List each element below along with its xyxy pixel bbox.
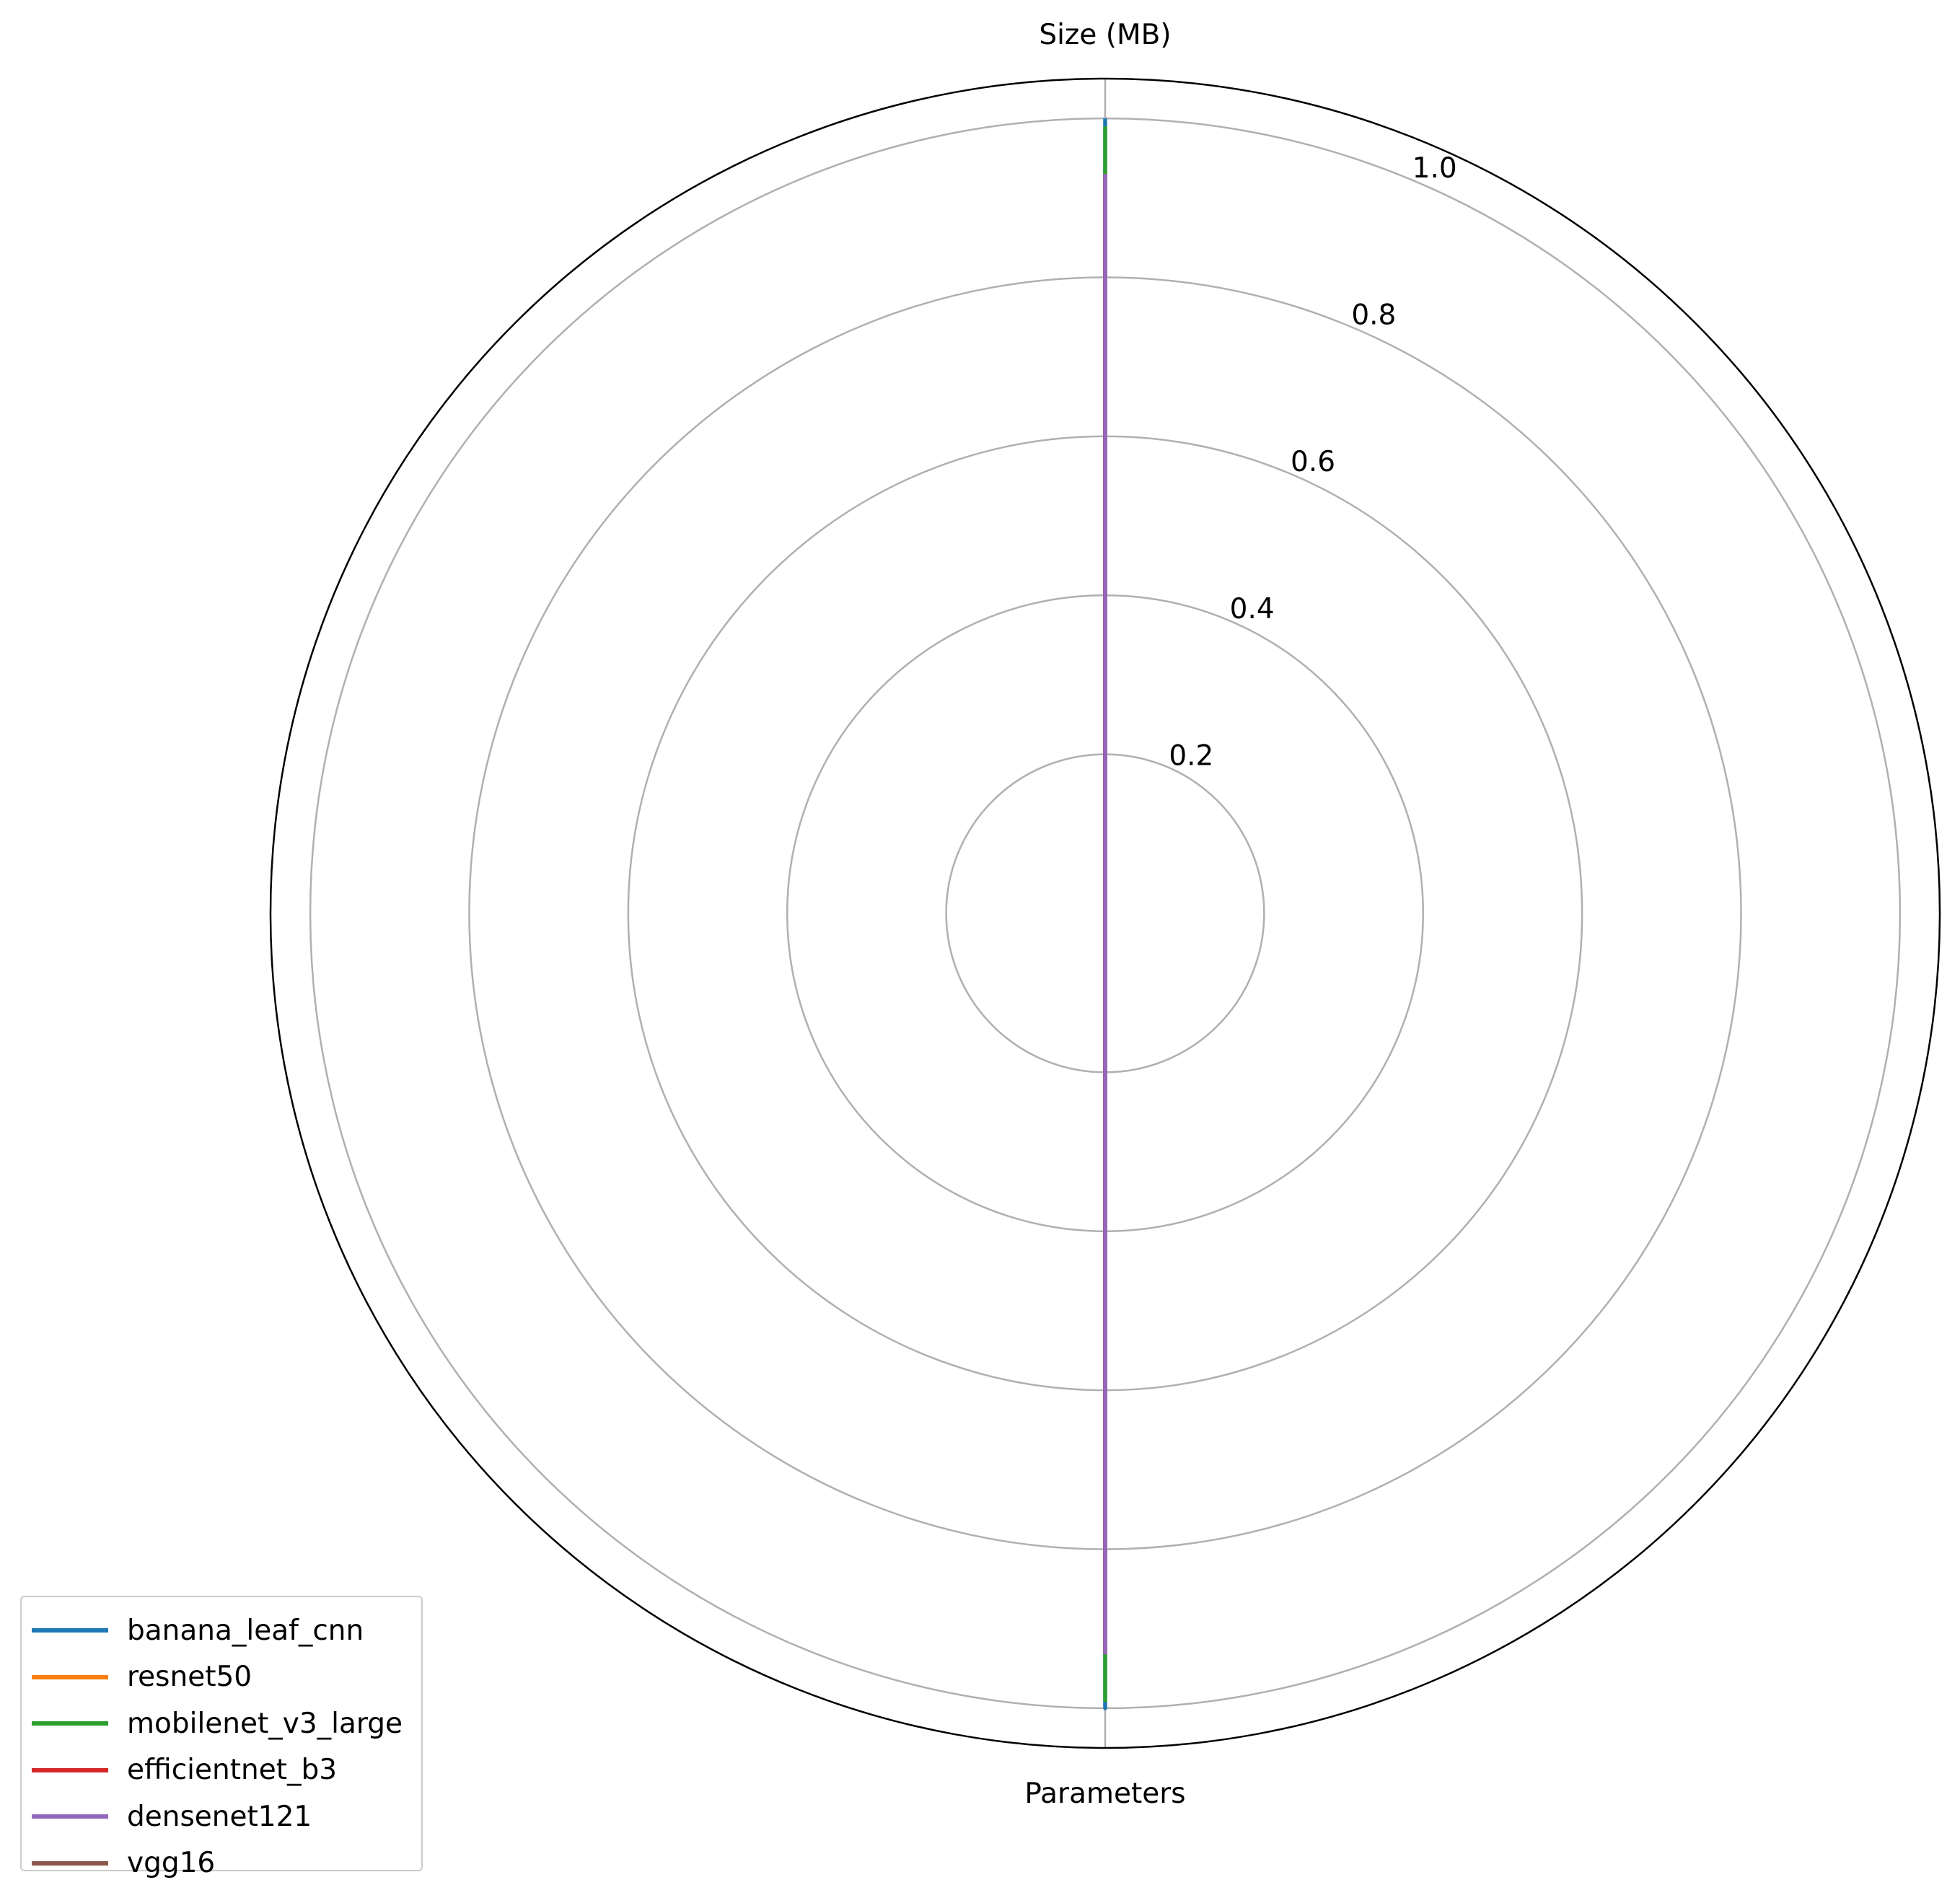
- legend-item-resnet50: resnet50: [22, 1654, 421, 1701]
- legend-swatch: [32, 1860, 108, 1866]
- legend-label: resnet50: [127, 1661, 252, 1694]
- legend-item-banana-leaf-cnn: banana_leaf_cnn: [22, 1607, 421, 1654]
- legend-label: efficientnet_b3: [127, 1754, 338, 1787]
- legend-swatch: [32, 1674, 108, 1679]
- axis-labels: 0.2 0.4 0.6 0.8 1.0 Size (MB) Parameters: [1024, 19, 1456, 1810]
- legend-swatch: [32, 1814, 108, 1819]
- outer-frame: [269, 77, 1941, 1749]
- legend-item-densenet121: densenet121: [22, 1793, 421, 1840]
- legend-item-efficientnet-b3: efficientnet_b3: [22, 1747, 421, 1794]
- legend-item-vgg16: vgg16: [22, 1840, 421, 1887]
- legend-label: vgg16: [127, 1847, 216, 1880]
- legend-swatch: [32, 1767, 108, 1772]
- radial-tick-label: 0.4: [1230, 593, 1275, 625]
- axis-label: Size (MB): [1039, 19, 1171, 51]
- radial-tick-label: 0.6: [1291, 446, 1335, 478]
- legend-swatch: [32, 1628, 108, 1633]
- legend-label: mobilenet_v3_large: [127, 1707, 403, 1740]
- radial-tick-label: 0.2: [1169, 739, 1213, 772]
- legend-label: densenet121: [127, 1800, 312, 1833]
- legend-swatch: [32, 1721, 108, 1726]
- legend-item-mobilenet-v3-large: mobilenet_v3_large: [22, 1700, 421, 1747]
- radial-tick-label: 1.0: [1412, 152, 1457, 185]
- axis-label: Parameters: [1024, 1778, 1185, 1810]
- radial-tick-label: 0.8: [1351, 299, 1396, 332]
- legend: banana_leaf_cnn resnet50 mobilenet_v3_la…: [20, 1596, 423, 1879]
- legend-label: banana_leaf_cnn: [127, 1614, 364, 1647]
